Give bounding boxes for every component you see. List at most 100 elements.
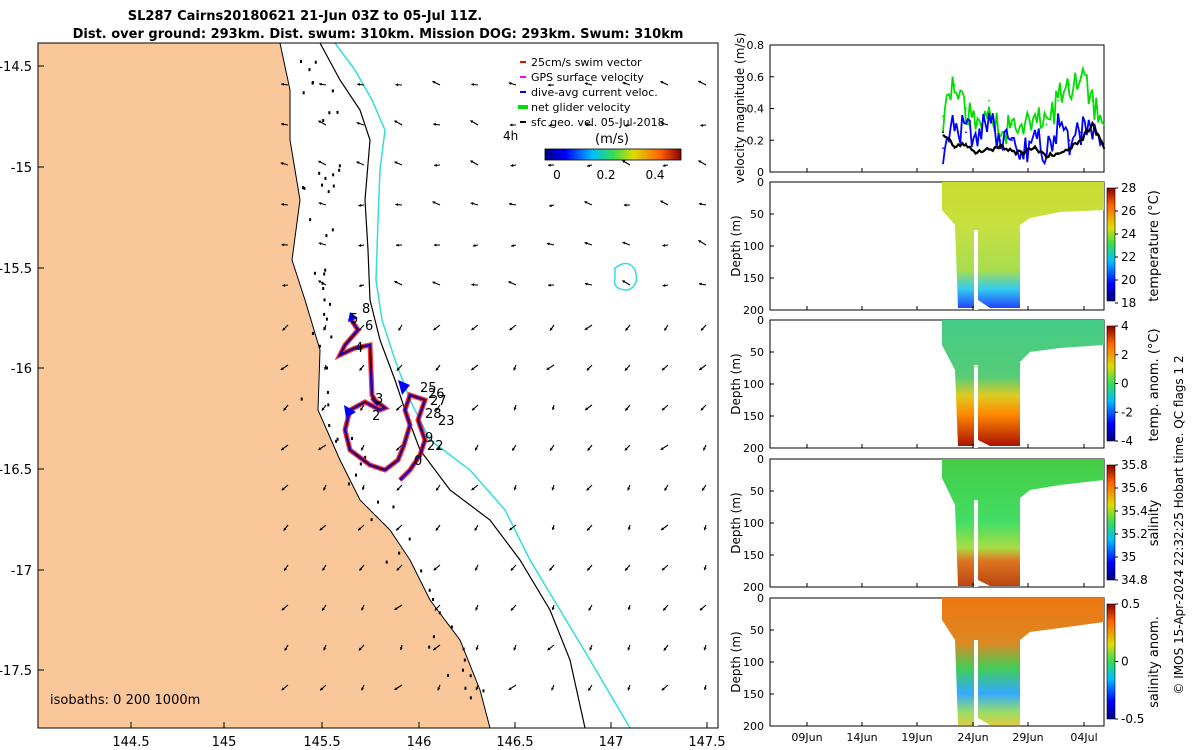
reef-dot xyxy=(469,674,472,678)
quiver-arrowhead xyxy=(510,607,514,611)
depth-tick-label: 0 xyxy=(757,176,764,189)
quiver-arrowhead xyxy=(471,487,475,491)
depth-tick-label: 150 xyxy=(743,410,764,423)
quiver-arrowhead xyxy=(475,687,479,691)
quiver-arrowhead xyxy=(587,527,590,531)
depth-tick-label: 0 xyxy=(757,592,764,605)
quiver-arrowhead xyxy=(509,527,513,531)
depth-tick-label: 200 xyxy=(743,720,764,733)
velocity-point xyxy=(1068,147,1071,150)
lon-tick-label: 146 xyxy=(407,735,432,750)
quiver-arrowhead xyxy=(627,647,631,651)
colorbar-tick-label: 2 xyxy=(1121,348,1129,362)
quiver-arrowhead xyxy=(433,567,437,571)
quiver-arrowhead xyxy=(622,280,626,284)
reef-dot xyxy=(335,439,338,443)
reef-dot xyxy=(326,390,329,394)
velocity-ytick-label: 0 xyxy=(757,166,764,179)
quiver-arrowhead xyxy=(550,327,553,331)
reef-dot xyxy=(321,183,324,187)
quiver-arrowhead xyxy=(662,243,666,247)
lon-tick-label: 144.5 xyxy=(112,735,149,750)
colorbar-tick-label: 28 xyxy=(1121,181,1136,195)
reef-dot xyxy=(347,482,350,486)
quiver-arrowhead xyxy=(280,162,284,166)
lat-tick-label: -14.5 xyxy=(0,60,32,75)
quiver-arrowhead xyxy=(698,282,702,286)
velocity-point xyxy=(1022,152,1025,154)
quiver-arrowhead xyxy=(283,527,287,531)
quiver-arrowhead xyxy=(510,163,514,167)
velocity-panel: 0 0.2 0.4 0.6 0.8 velocity magnitude (m/s) xyxy=(733,33,1106,184)
reef-dot xyxy=(314,60,317,64)
isobath-200m xyxy=(319,43,586,728)
track-label: 0 xyxy=(414,454,422,469)
reef-dot xyxy=(428,645,431,649)
reef-dot xyxy=(331,89,334,93)
track-label: 6 xyxy=(365,319,373,334)
velocity-point xyxy=(965,131,967,134)
quiver-arrowhead xyxy=(698,240,702,243)
quiver-arrowhead xyxy=(361,687,365,691)
quiver-arrowhead xyxy=(660,122,664,125)
colorbar-tick-label: 34.8 xyxy=(1121,573,1148,587)
sal-anom-colorbar xyxy=(1106,603,1116,720)
velocity-frame xyxy=(769,44,1105,173)
velocity-point xyxy=(1011,150,1013,153)
reef-dot xyxy=(359,462,362,466)
quiver-arrowhead xyxy=(584,201,588,204)
colorbar-tick-label: 35.8 xyxy=(1121,458,1148,472)
quiver-arrowhead xyxy=(551,407,555,410)
quiver-arrowhead xyxy=(394,687,398,690)
quiver-arrowhead xyxy=(394,161,398,165)
date-tick-label: 29Jun xyxy=(1012,731,1043,744)
depth-tick-label: 100 xyxy=(743,656,764,669)
quiver-arrowhead xyxy=(436,487,439,491)
depth-tick-label: 50 xyxy=(750,624,764,637)
velocity-point xyxy=(942,115,944,118)
quiver-arrowhead xyxy=(622,160,626,164)
velocity-point xyxy=(976,139,979,142)
reef-dot xyxy=(332,184,335,188)
quiver-arrowhead xyxy=(587,447,591,451)
map-frame xyxy=(37,42,719,729)
reef-dot xyxy=(364,455,367,459)
quiver-arrowhead xyxy=(508,82,512,86)
quiver-arrowhead xyxy=(432,201,436,205)
geostrophic-velocity-arrows xyxy=(280,80,707,691)
sal-anom-gap xyxy=(974,640,978,726)
quiver-arrowhead xyxy=(323,327,327,331)
quiver-arrowhead xyxy=(660,447,664,450)
quiver-arrowhead xyxy=(281,243,285,247)
quiver-arrowhead xyxy=(702,487,705,491)
depth-tick-label: 150 xyxy=(743,549,764,562)
quiver-arrowhead xyxy=(396,447,400,451)
quiver-arrowhead xyxy=(359,367,363,371)
velocity-point xyxy=(1057,152,1059,154)
velocity-point xyxy=(988,115,990,118)
reef-dot xyxy=(464,686,467,690)
quiver-arrowhead xyxy=(435,367,439,371)
reef-dot xyxy=(428,588,431,592)
reef-dot xyxy=(377,500,380,504)
quiver-arrowhead xyxy=(551,487,555,491)
reef-dot xyxy=(318,344,321,348)
reef-dot xyxy=(462,647,465,651)
quiver-arrowhead xyxy=(396,367,400,371)
quiver-arrowhead xyxy=(359,567,363,571)
quiver-arrowhead xyxy=(546,367,550,370)
colorbar-tick-label: 0 xyxy=(1121,377,1129,391)
velocity-ylabel: velocity magnitude (m/s) xyxy=(733,33,747,184)
date-tick-label: 19Jun xyxy=(901,731,932,744)
reef-dot xyxy=(350,436,353,440)
quiver-arrowhead xyxy=(509,123,513,127)
quiver-arrowhead xyxy=(549,567,553,571)
quiver-arrowhead xyxy=(661,407,665,411)
quiver-arrowhead xyxy=(358,284,362,288)
quiver-arrowhead xyxy=(662,283,666,287)
reef-dot xyxy=(327,403,330,407)
colorbar-tick-label: 20 xyxy=(1121,273,1136,287)
quiver-arrowhead xyxy=(318,160,322,164)
quiver-arrowhead xyxy=(661,687,665,691)
